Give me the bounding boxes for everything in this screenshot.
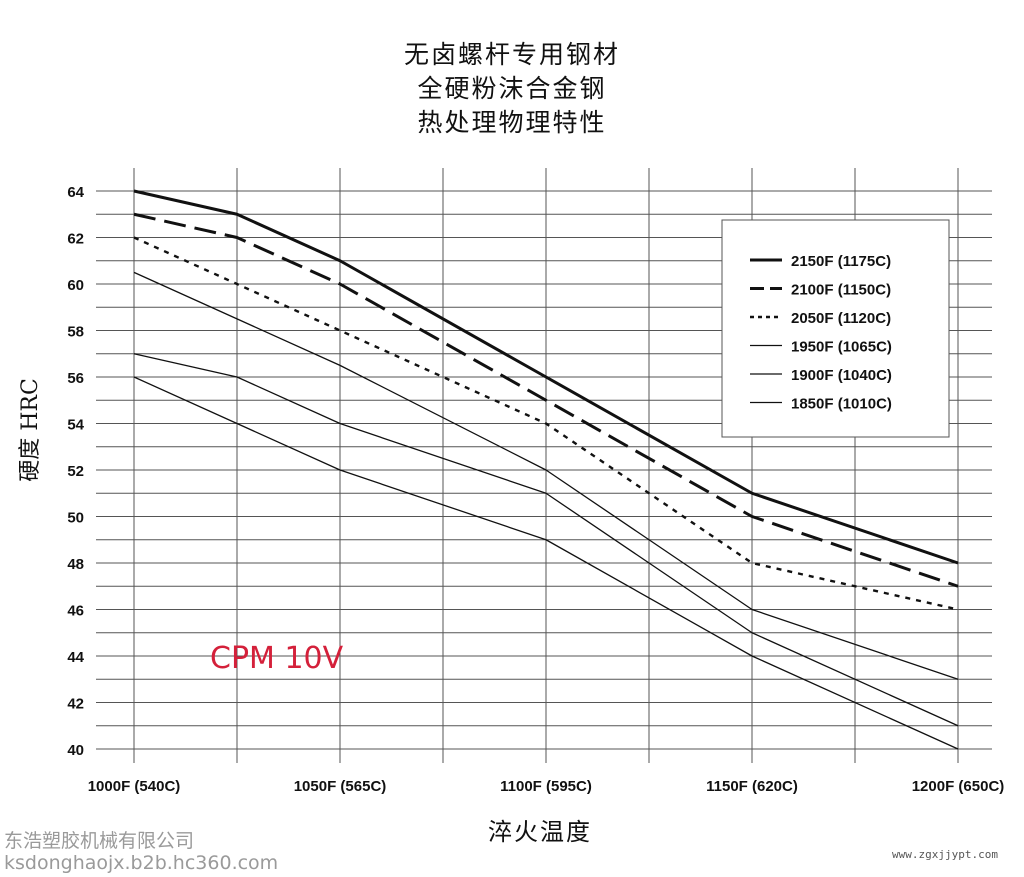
y-tick-label: 40 bbox=[67, 742, 84, 759]
series-line bbox=[133, 189, 959, 565]
y-tick-label: 54 bbox=[67, 417, 84, 434]
y-tick-label: 42 bbox=[67, 696, 84, 713]
x-axis-label: 淬火温度 bbox=[488, 818, 592, 846]
legend-label: 1900F (1040C) bbox=[791, 367, 892, 384]
y-tick-label: 64 bbox=[67, 184, 84, 201]
series-line bbox=[133, 376, 959, 750]
y-tick-label: 50 bbox=[67, 510, 84, 527]
series-line bbox=[133, 271, 959, 680]
chart-title: 无卤螺杆专用钢材 全硬粉沫合金钢 热处理物理特性 bbox=[0, 38, 1024, 140]
y-tick-label: 56 bbox=[67, 370, 84, 387]
watermark-company-name: 东浩塑胶机械有限公司 bbox=[4, 830, 195, 852]
y-tick-label: 44 bbox=[67, 649, 84, 666]
chart-title-line-3: 热处理物理特性 bbox=[417, 108, 607, 137]
x-tick-label: 1200F (650C) bbox=[912, 778, 1005, 795]
legend-box bbox=[721, 219, 950, 438]
chart-title-line-2: 全硬粉沫合金钢 bbox=[417, 74, 607, 103]
watermark-company: 东浩塑胶机械有限公司 ksdonghaojx.b2b.hc360.com bbox=[4, 830, 278, 874]
watermark-company-url: ksdonghaojx.b2b.hc360.com bbox=[4, 852, 279, 874]
y-tick-label: 62 bbox=[67, 231, 84, 248]
y-tick-label: 46 bbox=[67, 603, 84, 620]
x-tick-label: 1150F (620C) bbox=[706, 778, 798, 795]
y-tick-label: 60 bbox=[67, 277, 84, 294]
x-tick-label: 1100F (595C) bbox=[500, 778, 592, 795]
watermark-site: www.zgxjjypt.com bbox=[892, 848, 998, 861]
legend-label: 2100F (1150C) bbox=[791, 282, 891, 299]
legend-label: 2150F (1175C) bbox=[791, 253, 891, 270]
chart-title-line-1: 无卤螺杆专用钢材 bbox=[403, 40, 620, 69]
y-tick-label: 52 bbox=[67, 463, 84, 480]
y-tick-label: 48 bbox=[67, 556, 84, 573]
y-tick-label: 58 bbox=[67, 324, 84, 341]
x-tick-label: 1000F (540C) bbox=[88, 778, 181, 795]
x-tick-label: 1050F (565C) bbox=[294, 778, 387, 795]
legend-label: 2050F (1120C) bbox=[791, 310, 891, 327]
chart-annotation: CPM 10V bbox=[210, 641, 344, 676]
series-line bbox=[133, 353, 959, 727]
legend-label: 1850F (1010C) bbox=[791, 396, 892, 413]
series-line bbox=[133, 212, 959, 588]
legend-label: 1950F (1065C) bbox=[791, 339, 892, 356]
